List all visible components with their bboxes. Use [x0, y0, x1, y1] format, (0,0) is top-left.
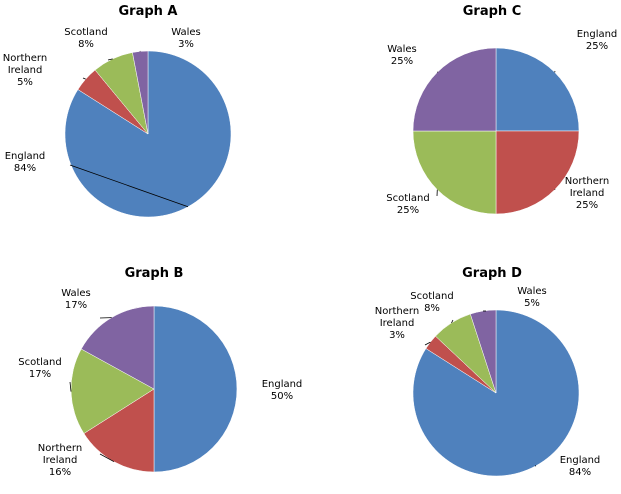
data-label-northern-ireland-graph-b: Northern — [38, 443, 82, 454]
pie-slices-graph-c — [412, 47, 580, 215]
data-label-northern-ireland-graph-b: Ireland — [43, 455, 78, 466]
leader-line-scotland-graph-b — [69, 381, 72, 392]
pie-slice-england-graph-b — [153, 305, 238, 473]
data-label-northern-ireland-graph-c: 25% — [576, 200, 598, 211]
data-label-northern-ireland-graph-c: Northern — [565, 176, 609, 187]
data-label-wales-graph-a: Wales — [171, 27, 201, 38]
data-label-england-graph-a: England — [5, 151, 46, 162]
data-label-scotland-graph-b: Scotland — [18, 357, 61, 368]
data-label-scotland-graph-c: 25% — [397, 205, 419, 216]
data-label-england-graph-a: 84% — [14, 163, 36, 174]
data-label-northern-ireland-graph-d: Northern — [375, 306, 419, 317]
data-label-scotland-graph-a: 8% — [78, 39, 94, 50]
data-label-wales-graph-c: 25% — [391, 56, 413, 67]
pie-slices-graph-b — [70, 305, 238, 473]
data-label-england-graph-c: 25% — [586, 41, 608, 52]
data-label-northern-ireland-graph-b: 16% — [49, 467, 71, 478]
data-label-wales-graph-b: 17% — [65, 300, 87, 311]
chart-title-graph-a: Graph A — [118, 4, 177, 19]
data-label-england-graph-b: 50% — [271, 391, 293, 402]
pie-slices-graph-d — [412, 309, 580, 477]
pie-slice-northern-ireland-graph-b — [83, 388, 155, 473]
data-label-england-graph-c: England — [577, 29, 618, 40]
leader-line-northern-ireland-graph-d — [424, 341, 431, 346]
data-label-scotland-graph-b: 17% — [29, 369, 51, 380]
pie-slice-northern-ireland-graph-c — [495, 130, 580, 215]
chart-title-graph-d: Graph D — [462, 266, 522, 281]
data-label-scotland-graph-c: Scotland — [386, 193, 429, 204]
data-label-scotland-graph-d: 8% — [424, 303, 440, 314]
chart-title-graph-b: Graph B — [125, 266, 184, 281]
leader-line-scotland-graph-a — [107, 58, 113, 61]
data-label-wales-graph-d: 5% — [524, 298, 540, 309]
chart-graph-c: Graph C England25%NorthernIreland25%Scot… — [386, 4, 617, 216]
data-label-northern-ireland-graph-a: 5% — [17, 77, 33, 88]
pie-slice-scotland-graph-b — [70, 348, 155, 434]
data-label-northern-ireland-graph-a: Northern — [3, 53, 47, 64]
data-label-wales-graph-a: 3% — [178, 39, 194, 50]
leader-line-northern-ireland-graph-a — [82, 77, 86, 80]
leader-line-scotland-graph-d — [451, 319, 454, 324]
pie-slice-wales-graph-c — [412, 47, 497, 132]
data-label-northern-ireland-graph-d: 3% — [389, 330, 405, 341]
data-label-wales-graph-b: Wales — [61, 288, 91, 299]
pie-slice-scotland-graph-c — [412, 130, 497, 215]
data-label-england-graph-d: 84% — [569, 467, 591, 478]
pie-slice-england-graph-a — [64, 50, 232, 218]
data-label-wales-graph-c: Wales — [387, 44, 417, 55]
pie-slice-wales-graph-b — [80, 305, 155, 390]
data-label-wales-graph-d: Wales — [517, 286, 547, 297]
data-label-scotland-graph-d: Scotland — [410, 291, 453, 302]
data-label-scotland-graph-a: Scotland — [64, 27, 107, 38]
leader-line-northern-ireland-graph-b — [99, 453, 115, 463]
leader-line-england-graph-a — [69, 164, 189, 208]
data-label-northern-ireland-graph-d: Ireland — [380, 318, 415, 329]
pie-slices-graph-a — [64, 50, 232, 218]
data-label-northern-ireland-graph-c: Ireland — [570, 188, 605, 199]
data-label-england-graph-b: England — [262, 379, 303, 390]
pie-slice-england-graph-c — [495, 47, 580, 132]
data-label-northern-ireland-graph-a: Ireland — [8, 65, 43, 76]
data-label-england-graph-d: England — [560, 455, 601, 466]
chart-title-graph-c: Graph C — [463, 4, 521, 19]
